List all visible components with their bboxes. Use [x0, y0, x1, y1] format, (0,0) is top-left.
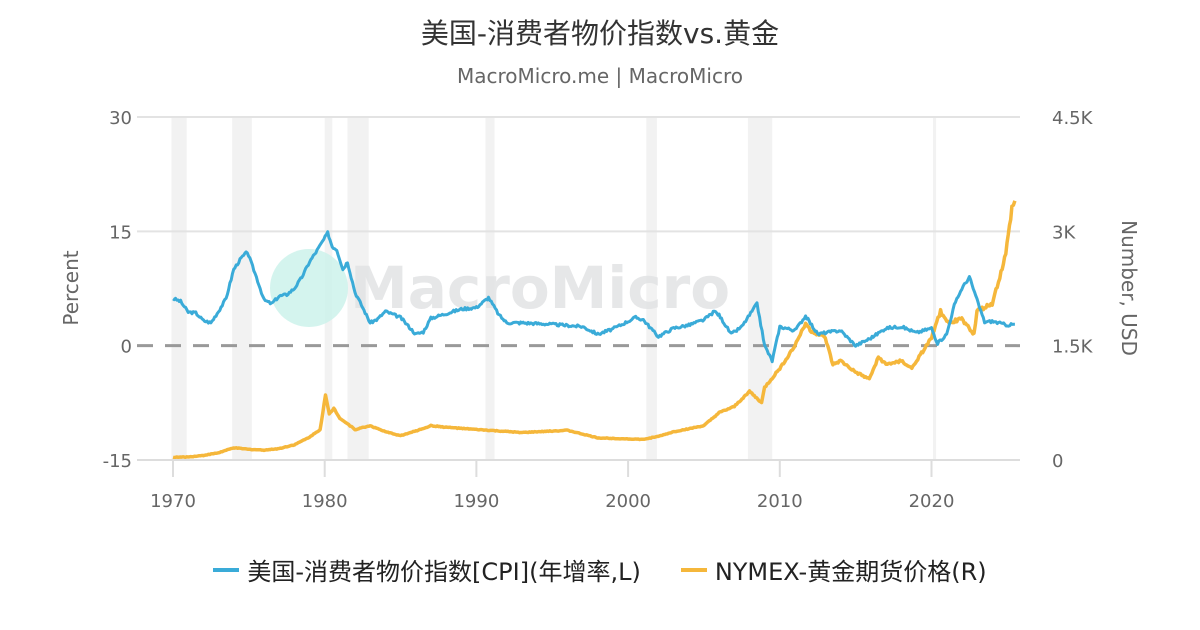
chart-subtitle: MacroMicro.me | MacroMicro: [457, 64, 743, 88]
recession-band: [747, 117, 773, 460]
x-tick: 1990: [453, 491, 499, 512]
legend-swatch-cpi: [213, 567, 240, 572]
y-right-tick: 3K: [1052, 222, 1076, 243]
y-left-tick: 0: [121, 337, 132, 358]
y-left-label: Percent: [59, 250, 83, 325]
watermark-logo: MacroMicro: [270, 249, 730, 327]
recession-band: [347, 117, 369, 460]
x-tick: 1980: [302, 491, 348, 512]
y-left-tick: 30: [109, 108, 132, 129]
x-tick: 2010: [757, 491, 803, 512]
chart-title: 美国-消费者物价指数vs.黄金: [420, 17, 780, 50]
legend-item-cpi[interactable]: 美国-消费者物价指数[CPI](年增率,L): [213, 552, 641, 587]
recession-band: [933, 117, 937, 460]
y-right-tick: 0: [1052, 451, 1063, 472]
recession-band: [171, 117, 187, 460]
recession-band: [232, 117, 252, 460]
y-right-tick: 1.5K: [1052, 337, 1094, 358]
x-tick: 2000: [605, 491, 651, 512]
y-right-tick: 4.5K: [1052, 108, 1094, 129]
series-line-cpi: [172, 230, 1016, 364]
recession-band: [485, 117, 495, 460]
x-tick: 2020: [909, 491, 955, 512]
legend: 美国-消费者物价指数[CPI](年增率,L) NYMEX-黄金期货价格(R): [0, 552, 1200, 587]
y-left-tick: -15: [103, 451, 132, 472]
x-tick: 1970: [150, 491, 196, 512]
series-line-gold: [172, 200, 1017, 460]
legend-label-cpi: 美国-消费者物价指数[CPI](年增率,L): [247, 558, 641, 586]
watermark-text: MacroMicro: [350, 254, 730, 322]
legend-item-gold[interactable]: NYMEX-黄金期货价格(R): [680, 552, 987, 587]
legend-swatch-gold: [680, 567, 707, 572]
y-left-tick: 15: [109, 222, 132, 243]
y-right-label: Number, USD: [1117, 220, 1141, 356]
legend-label-gold: NYMEX-黄金期货价格(R): [714, 558, 987, 586]
recession-band: [646, 117, 657, 460]
